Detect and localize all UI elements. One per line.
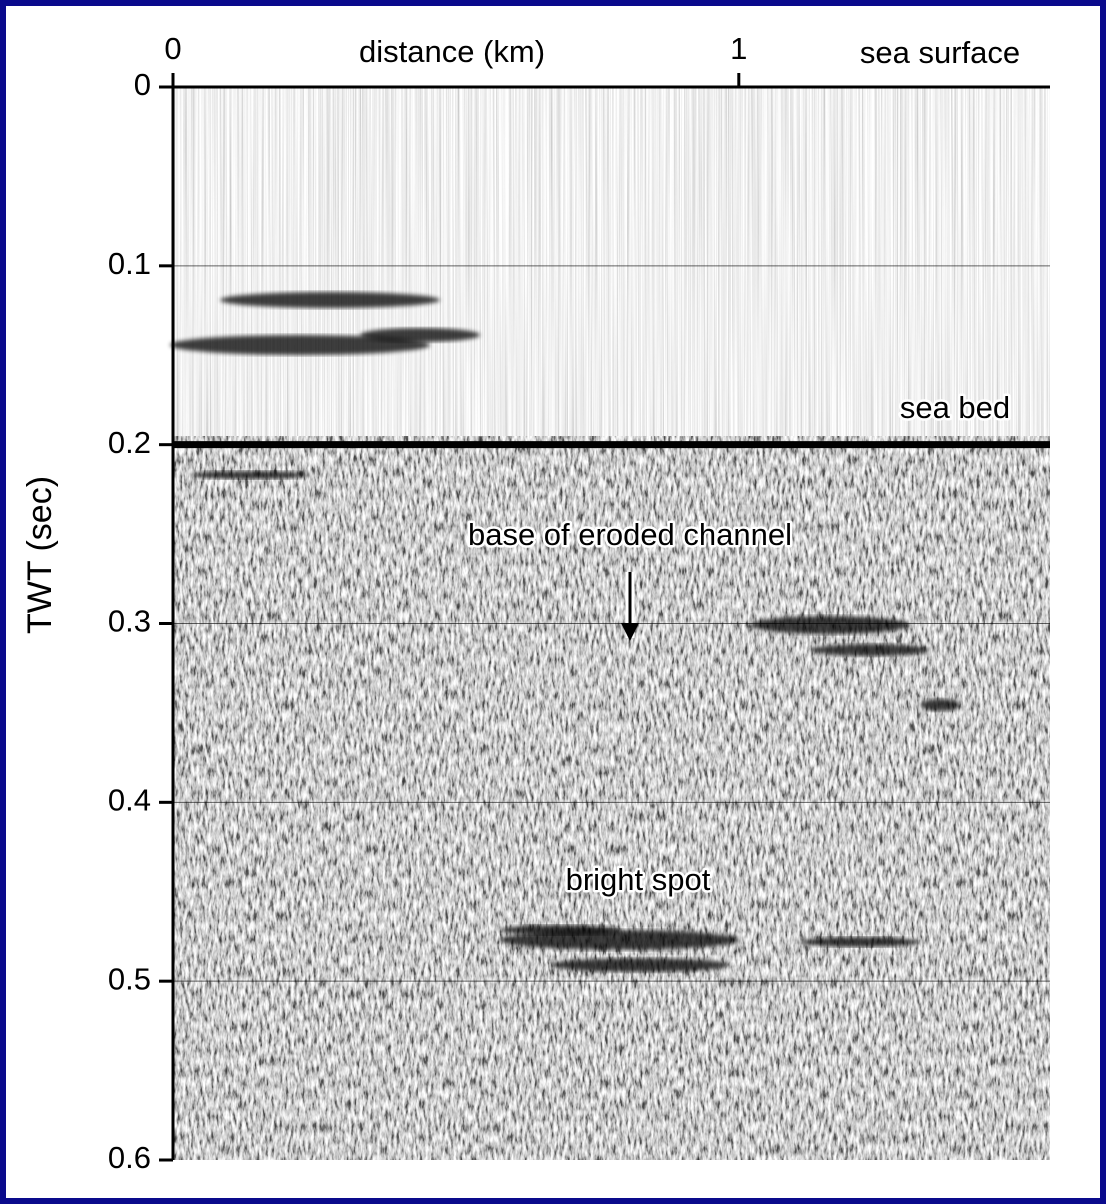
reflector <box>550 958 730 972</box>
annotation: sea surface <box>860 35 1020 70</box>
x-tick-label: 1 <box>730 31 747 66</box>
reflector <box>170 335 430 355</box>
y-tick-label: 0.3 <box>108 604 151 639</box>
annotation: base of eroded channel <box>468 517 792 552</box>
reflector <box>800 937 920 947</box>
y-tick-label: 0 <box>134 67 151 102</box>
reflector <box>220 292 440 308</box>
y-tick-label: 0.2 <box>108 425 151 460</box>
reflector <box>500 925 620 935</box>
x-tick-label: 0 <box>164 31 181 66</box>
reflector <box>750 616 910 634</box>
annotation: bright spot <box>566 862 711 897</box>
annotation: sea bed <box>900 390 1010 425</box>
reflector <box>360 328 480 342</box>
y-axis-label: TWT (sec) <box>21 476 59 634</box>
y-tick-label: 0.6 <box>108 1140 151 1175</box>
annotations: sea surface sea bed base of eroded channel… <box>465 35 1020 900</box>
x-axis-label: distance (km) <box>359 34 545 69</box>
axes: 0 0.1 0.2 0.3 0.4 0.5 0.6 0 1 distance (km) TWT (s… <box>21 31 1050 1175</box>
y-tick-label: 0.4 <box>108 783 151 818</box>
y-tick-label: 0.5 <box>108 961 151 996</box>
reflector <box>920 699 960 711</box>
reflector <box>190 471 310 479</box>
y-tick-label: 0.1 <box>108 246 151 281</box>
reflector <box>810 644 930 656</box>
